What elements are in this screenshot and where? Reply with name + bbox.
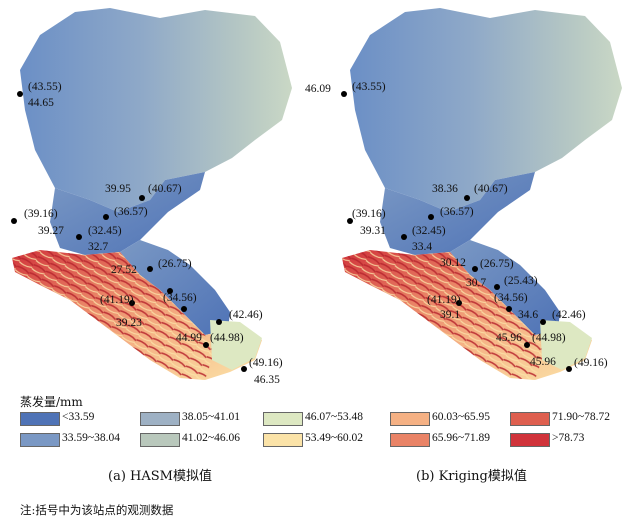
legend-swatch [263, 433, 303, 447]
map-panel-hasm: (43.55) 44.65 39.95 (40.67) (36.57) (39.… [11, 8, 292, 386]
station-marker [464, 195, 470, 201]
station-marker [76, 234, 82, 240]
station-marker [11, 218, 17, 224]
station-marker [540, 319, 546, 325]
footnote: 注:括号中为该站点的观测数据 [20, 503, 174, 517]
legend-label: 46.07~53.48 [305, 411, 363, 423]
legend-label: <33.59 [62, 411, 95, 423]
station-marker [401, 234, 407, 240]
observed-label: (32.45) [412, 225, 446, 237]
simulated-label: 45.96 [530, 356, 556, 368]
station-marker [341, 91, 347, 97]
simulated-label: 39.23 [116, 317, 142, 329]
legend-swatch [390, 412, 430, 426]
simulated-label: 39.27 [38, 225, 64, 237]
legend-swatch [390, 433, 430, 447]
observed-label: (42.46) [552, 309, 586, 321]
observed-label: (39.16) [24, 208, 58, 220]
panel-caption-hasm: (a) HASM模拟值 [108, 469, 212, 484]
station-marker [216, 319, 222, 325]
simulated-label: 44.99 [176, 332, 202, 344]
simulated-label: 33.4 [412, 241, 432, 253]
station-marker [456, 300, 462, 306]
simulated-label: 44.65 [28, 97, 54, 109]
observed-label: (26.75) [158, 258, 192, 270]
simulated-label: 46.35 [254, 374, 280, 386]
legend-label: 41.02~46.06 [182, 432, 240, 444]
simulated-label: 39.31 [360, 225, 386, 237]
station-marker [494, 284, 500, 290]
legend-label: 65.96~71.89 [432, 432, 490, 444]
station-marker [524, 342, 530, 348]
observed-label: (44.98) [532, 332, 566, 344]
observed-label: (39.16) [352, 208, 386, 220]
observed-label: (41.19) [427, 294, 461, 306]
simulated-label: 39.95 [105, 183, 131, 195]
station-marker [347, 218, 353, 224]
legend-swatch [263, 412, 303, 426]
legend-swatch [510, 433, 550, 447]
observed-label: (34.56) [163, 292, 197, 304]
station-marker [129, 300, 135, 306]
observed-label: (25.43) [504, 275, 538, 287]
station-marker [566, 366, 572, 372]
observed-label: (40.67) [474, 183, 508, 195]
panel-caption-kriging: (b) Kriging模拟值 [416, 469, 527, 484]
simulated-label: 39.1 [440, 309, 460, 321]
observed-label: (44.98) [210, 332, 244, 344]
observed-label: (42.46) [229, 309, 263, 321]
legend-label: 60.03~65.95 [432, 411, 490, 423]
legend-swatch [510, 412, 550, 426]
station-marker [241, 366, 247, 372]
observed-label: (32.45) [88, 225, 122, 237]
station-marker [181, 306, 187, 312]
legend-swatch [140, 433, 180, 447]
observed-label: (40.67) [148, 183, 182, 195]
legend-label: 71.90~78.72 [552, 411, 610, 423]
station-marker [17, 91, 23, 97]
simulated-label: 30.7 [466, 277, 486, 289]
legend-label: 33.59~38.04 [62, 432, 120, 444]
station-marker [147, 266, 153, 272]
observed-label: (49.16) [574, 357, 608, 369]
simulated-label: 38.36 [432, 183, 458, 195]
simulated-label: 46.09 [305, 83, 331, 95]
simulated-label: 27.52 [111, 264, 137, 276]
legend-label: >78.73 [552, 432, 585, 444]
observed-label: (43.55) [352, 81, 386, 93]
legend-swatch [20, 412, 60, 426]
station-marker [167, 288, 173, 294]
observed-label: (34.56) [494, 292, 528, 304]
observed-label: (36.57) [440, 206, 474, 218]
simulated-label: 32.7 [88, 241, 108, 253]
simulated-label: 45.96 [496, 332, 522, 344]
map-panel-kriging: 46.09 (43.55) 38.36 (40.67) (36.57) (39.… [305, 8, 622, 380]
evaporation-maps: (43.55) 44.65 39.95 (40.67) (36.57) (39.… [11, 8, 622, 386]
legend-label: 38.05~41.01 [182, 411, 240, 423]
observed-label: (41.19) [100, 294, 134, 306]
station-marker [103, 214, 109, 220]
legend-label: 53.49~60.02 [305, 432, 363, 444]
station-marker [472, 266, 478, 272]
simulated-label: 30.12 [440, 257, 466, 269]
station-marker [506, 306, 512, 312]
legend-swatch [20, 433, 60, 447]
observed-label: (36.57) [114, 206, 148, 218]
observed-label: (43.55) [28, 81, 62, 93]
station-marker [139, 195, 145, 201]
observed-label: (26.75) [480, 258, 514, 270]
legend-title: 蒸发量/mm [20, 395, 83, 409]
simulated-label: 34.6 [518, 309, 538, 321]
station-marker [428, 214, 434, 220]
legend-swatch [140, 412, 180, 426]
station-marker [203, 342, 209, 348]
observed-label: (49.16) [249, 357, 283, 369]
